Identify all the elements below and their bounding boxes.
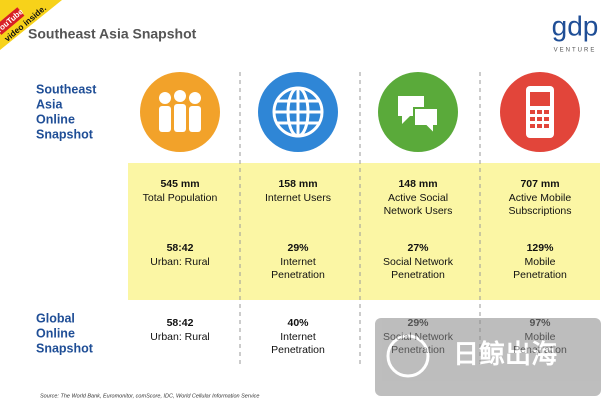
- users-label: Network Users: [384, 205, 453, 217]
- watermark: 日鲸出海: [453, 339, 557, 369]
- global-value: 58:42: [167, 317, 194, 329]
- badge-brand-box: [0, 7, 25, 35]
- users-value: 707 mm: [520, 178, 559, 190]
- users-label: Total Population: [143, 192, 218, 204]
- ratio-label: Internet: [280, 256, 316, 268]
- global-label: Penetration: [271, 344, 325, 356]
- ratio-label: Mobile: [525, 256, 556, 268]
- global-label: Snapshot: [36, 341, 94, 355]
- title: Southeast Asia Snapshot: [28, 26, 197, 42]
- regional-label: Asia: [36, 97, 63, 111]
- separators: [239, 72, 481, 365]
- ratio-label: Urban: Rural: [150, 256, 210, 268]
- users-value: 545 mm: [160, 178, 199, 190]
- ratio-label: Social Network: [383, 256, 454, 268]
- ratio-value: 29%: [287, 242, 309, 254]
- population-icon: [140, 72, 220, 152]
- users-value: 158 mm: [278, 178, 317, 190]
- ratio-value: 27%: [407, 242, 429, 254]
- global-label: Global: [36, 311, 75, 325]
- users-label: Internet Users: [265, 192, 331, 204]
- mobile-icon: [500, 72, 580, 152]
- ratio-value: 129%: [527, 242, 555, 254]
- regional-label: Online: [36, 112, 75, 126]
- highlight-band: [128, 163, 600, 300]
- source: Source: The World Bank, Euromonitor, com…: [40, 393, 259, 399]
- ratio-label: Penetration: [513, 269, 567, 281]
- global-label: Urban: Rural: [150, 331, 210, 343]
- global-value: 40%: [287, 317, 309, 329]
- global-label: Online: [36, 326, 75, 340]
- internet-icon: [258, 72, 338, 152]
- ratio-label: Penetration: [391, 269, 445, 281]
- watermark-group: 日鲸出海: [375, 318, 601, 396]
- global-label: Internet: [280, 331, 316, 343]
- ratio-value: 58:42: [167, 242, 194, 254]
- logo: gdp: [552, 10, 599, 41]
- users-label: Subscriptions: [508, 205, 571, 217]
- social-icon: [378, 72, 458, 152]
- users-label: Active Social: [388, 192, 448, 204]
- users-value: 148 mm: [398, 178, 437, 190]
- regional-label: Snapshot: [36, 127, 94, 141]
- ratio-label: Penetration: [271, 269, 325, 281]
- logo-sub: VENTURE: [554, 48, 597, 54]
- regional-label: Southeast: [36, 82, 97, 96]
- users-label: Active Mobile: [509, 192, 572, 204]
